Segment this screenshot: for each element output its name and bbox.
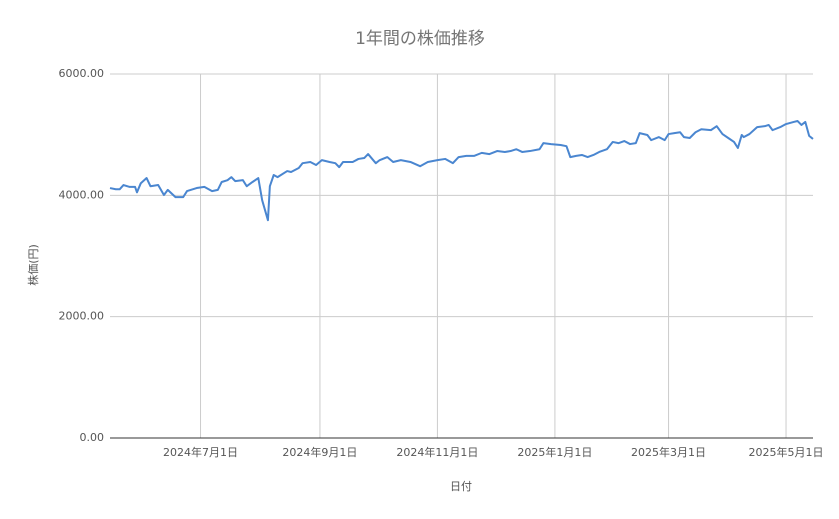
x-axis-label: 日付 — [450, 480, 472, 493]
x-tick-label: 2025年3月1日 — [631, 445, 706, 459]
x-tick-label: 2025年1月1日 — [517, 445, 592, 459]
x-tick-label: 2024年7月1日 — [163, 445, 238, 459]
y-tick-label: 0.00 — [80, 431, 105, 444]
price-line — [109, 120, 814, 222]
x-tick-label: 2024年11月1日 — [396, 445, 478, 459]
chart-title: 1年間の株価推移 — [355, 29, 485, 49]
y-tick-label: 2000.00 — [59, 310, 105, 323]
y-axis-label: 株価(円) — [26, 244, 40, 286]
x-tick-label: 2024年9月1日 — [282, 445, 357, 459]
y-tick-label: 6000.00 — [59, 67, 105, 80]
x-tick-label: 2025年5月1日 — [749, 445, 824, 459]
y-tick-label: 4000.00 — [59, 188, 105, 201]
